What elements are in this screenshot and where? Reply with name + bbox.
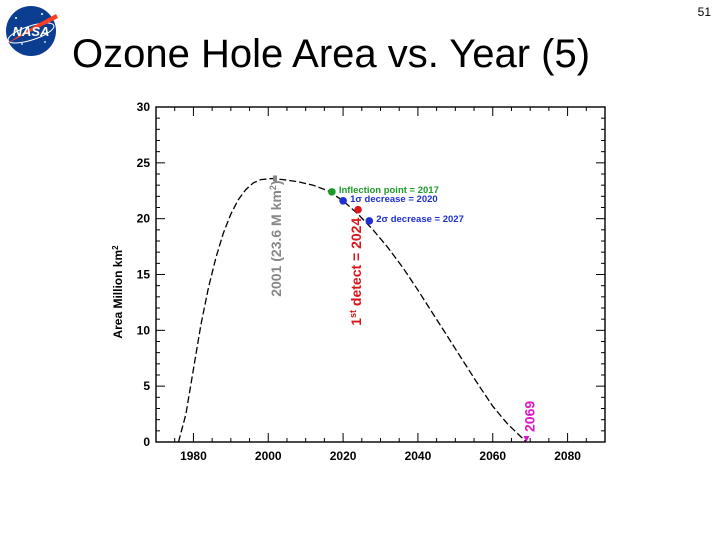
nasa-meatball-icon: NASA bbox=[6, 6, 58, 56]
y-tick-label: 25 bbox=[137, 156, 151, 170]
x-tick-label: 2080 bbox=[554, 449, 581, 463]
nasa-logo: NASA bbox=[0, 0, 62, 62]
logo-wordmark: NASA bbox=[13, 24, 50, 39]
data-point bbox=[354, 205, 362, 214]
y-tick-label: 20 bbox=[137, 212, 151, 226]
series-line bbox=[177, 177, 527, 443]
y-tick-label: 0 bbox=[143, 435, 150, 449]
logo-orbit bbox=[7, 22, 55, 44]
x-tick-label: 2040 bbox=[405, 449, 432, 463]
end-marker bbox=[523, 436, 530, 442]
logo-star bbox=[21, 43, 23, 45]
data-point bbox=[328, 188, 336, 196]
point-label: 2σ decrease = 2027 bbox=[376, 214, 464, 225]
axis-ticks bbox=[155, 106, 606, 443]
y-axis-label: Area Million km2 bbox=[111, 245, 126, 339]
logo-star bbox=[41, 13, 43, 15]
marker-square bbox=[272, 175, 277, 182]
y-tick-label: 30 bbox=[137, 100, 151, 114]
logo-red-chevron bbox=[6, 14, 58, 44]
y-tick-labels: 0 5 10 15 20 25 30 bbox=[137, 100, 151, 449]
data-point bbox=[365, 217, 374, 225]
slide-title: Ozone Hole Area vs. Year (5) bbox=[72, 32, 591, 76]
plot-border bbox=[155, 106, 606, 443]
logo-star bbox=[15, 17, 17, 19]
annotations-layer: 2001 (23.6 M km2) 1st detect = 2024 2069 bbox=[268, 175, 537, 442]
chart-annotation: 2001 (23.6 M km2) bbox=[268, 180, 284, 296]
x-tick-labels: 1980 2000 2020 2040 2060 2080 bbox=[180, 449, 581, 463]
chart-annotation: 1st detect = 2024 bbox=[348, 218, 364, 326]
x-tick-label: 2020 bbox=[330, 449, 357, 463]
x-tick-label: 2000 bbox=[255, 449, 282, 463]
y-tick-label: 5 bbox=[143, 379, 150, 393]
point-label: Inflection point = 2017 bbox=[339, 185, 439, 196]
x-tick-label: 1980 bbox=[180, 449, 207, 463]
y-tick-label: 15 bbox=[137, 268, 151, 282]
data-point bbox=[339, 197, 347, 205]
logo-star bbox=[44, 41, 46, 43]
point-label: 1σ decrease = 2020 bbox=[350, 194, 438, 205]
chart-annotation: 2069 bbox=[521, 401, 537, 432]
plot-frame bbox=[155, 106, 606, 443]
series-layer bbox=[177, 177, 527, 443]
ozone-chart: 1980 2000 2020 2040 2060 2080 0 5 10 15 20 25 30 In… bbox=[111, 100, 606, 463]
slide-number: 51 bbox=[697, 5, 711, 19]
y-tick-label: 10 bbox=[137, 323, 151, 337]
x-tick-label: 2060 bbox=[479, 449, 506, 463]
